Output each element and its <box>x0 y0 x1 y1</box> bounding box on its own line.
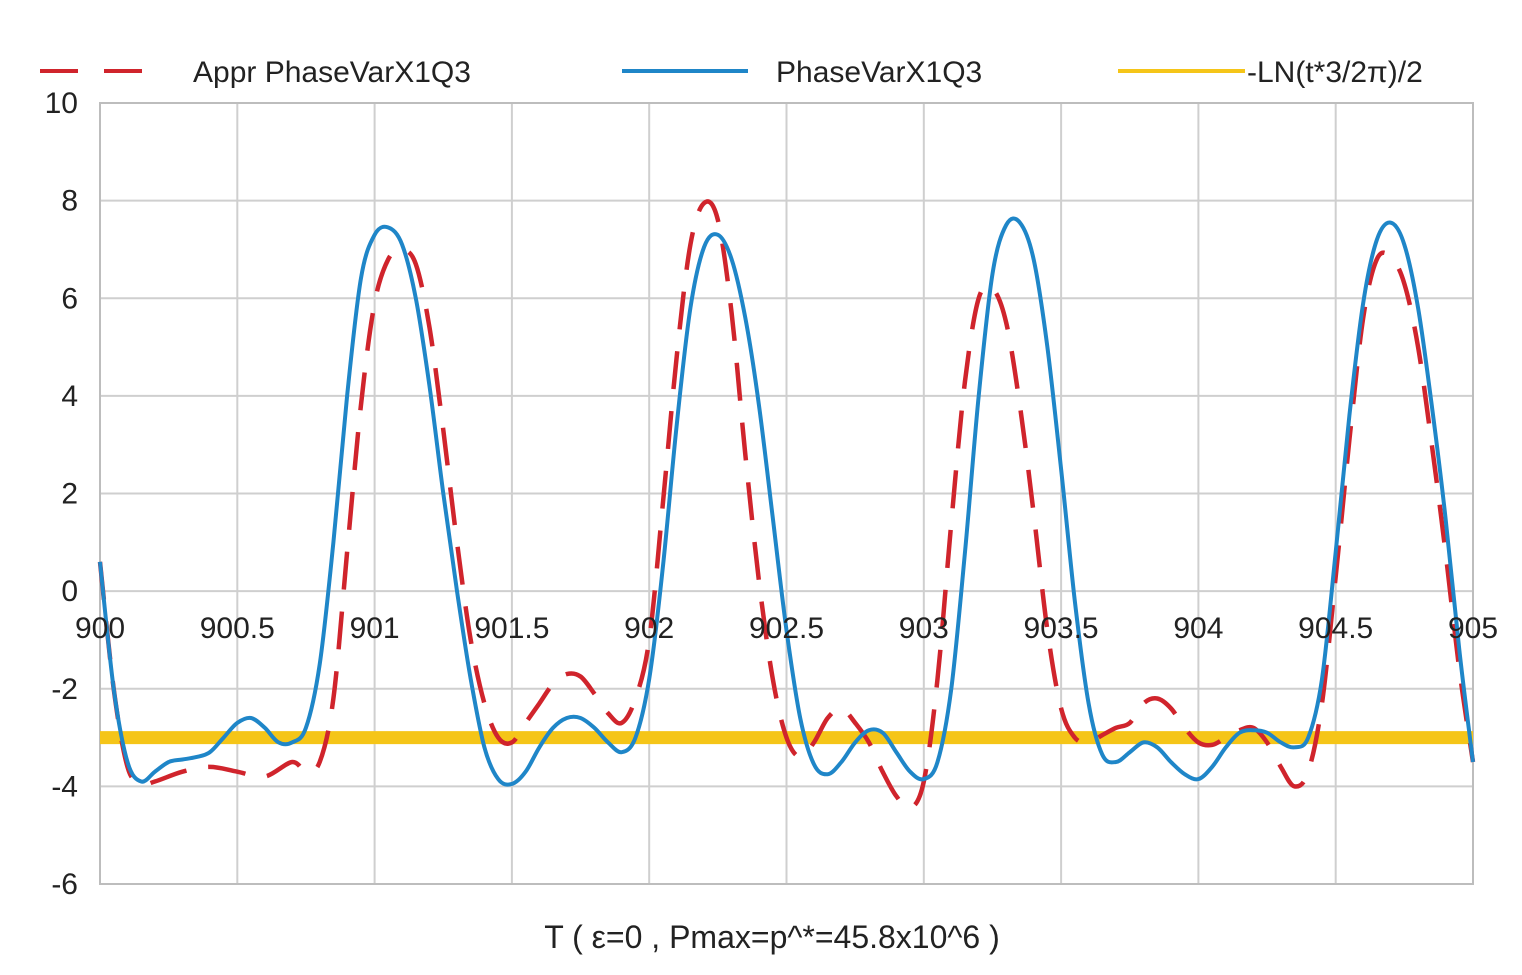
y-tick-label: -4 <box>51 770 78 803</box>
x-tick-label: 903.5 <box>1024 612 1099 645</box>
series-appr-phasevar-line <box>97 199 1476 811</box>
x-tick-label: 905 <box>1448 612 1498 645</box>
y-tick-label: -6 <box>51 868 78 901</box>
y-tick-label: 8 <box>61 185 78 218</box>
series-group <box>97 199 1476 811</box>
x-tick-label: 904.5 <box>1298 612 1373 645</box>
x-tick-label: 904 <box>1173 612 1223 645</box>
y-tick-label: 6 <box>61 282 78 315</box>
x-tick-label: 901 <box>350 612 400 645</box>
legend-label-ln-reference: -LN(t*3/2π)/2 <box>1247 56 1423 89</box>
series-phasevar-line <box>98 216 1475 787</box>
legend-label-phasevar: PhaseVarX1Q3 <box>776 56 982 89</box>
y-tick-label: -2 <box>51 673 78 706</box>
x-tick-label: 902.5 <box>749 612 824 645</box>
y-tick-label: 4 <box>61 380 78 413</box>
x-tick-label: 903 <box>899 612 949 645</box>
x-tick-label: 902 <box>624 612 674 645</box>
x-axis-tick-labels: 900 900.5 901 901.5 902 902.5 903 903.5 904 904.5… <box>75 612 1498 645</box>
x-tick-label: 900.5 <box>200 612 275 645</box>
x-tick-label: 901.5 <box>474 612 549 645</box>
legend: Appr PhaseVarX1Q3 PhaseVarX1Q3 -LN(t*3/2… <box>40 56 1423 89</box>
y-tick-label: 2 <box>61 478 78 511</box>
x-tick-label: 900 <box>75 612 125 645</box>
legend-label-appr-phasevar: Appr PhaseVarX1Q3 <box>193 56 471 89</box>
x-axis-label: T ( ε=0 , Pmax=p^*=45.8x10^6 ) <box>544 919 1000 955</box>
y-axis-tick-labels: 10 8 6 4 2 0 -2 -4 -6 <box>45 87 78 901</box>
y-tick-label: 10 <box>45 87 78 120</box>
plot-frame <box>99 102 1474 885</box>
y-tick-label: 0 <box>61 575 78 608</box>
grid-lines <box>99 102 1474 885</box>
